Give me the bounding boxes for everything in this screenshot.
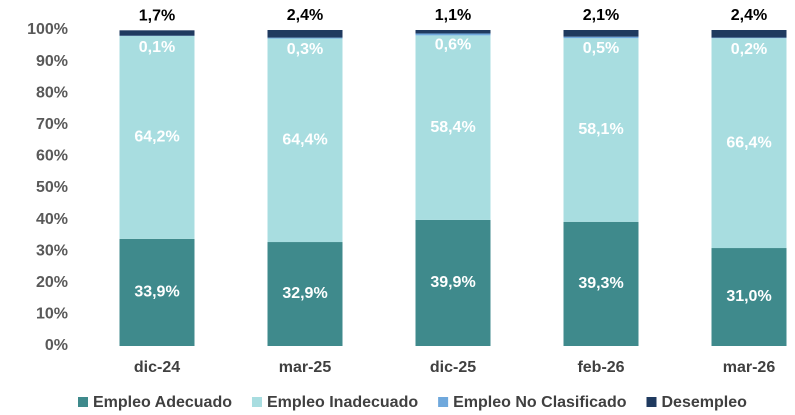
y-tick-label: 90% <box>36 53 68 70</box>
legend-label: Desempleo <box>662 394 748 411</box>
y-tick-label: 80% <box>36 84 68 101</box>
data-label: 39,3% <box>578 275 623 292</box>
x-tick-label: mar-26 <box>723 359 776 376</box>
bar-segment <box>415 30 491 34</box>
data-label: 64,2% <box>134 129 179 146</box>
data-label: 1,7% <box>139 8 175 25</box>
legend-swatch <box>78 397 88 407</box>
data-label: 33,9% <box>134 284 179 301</box>
data-label: 0,5% <box>583 40 619 57</box>
legend-label: Empleo Adecuado <box>93 394 232 411</box>
legend-swatch <box>646 397 657 407</box>
bar-segment <box>415 35 491 220</box>
y-tick-label: 100% <box>27 21 68 38</box>
data-label: 2,4% <box>287 7 323 24</box>
y-tick-label: 0% <box>45 337 68 354</box>
bar-segment <box>563 221 639 346</box>
bar-segment <box>415 33 491 36</box>
bar-segment <box>267 30 343 38</box>
data-label: 39,9% <box>430 274 475 291</box>
data-label: 1,1% <box>435 7 471 24</box>
data-label: 64,4% <box>282 132 327 149</box>
data-label: 0,3% <box>287 41 323 58</box>
data-label: 32,9% <box>282 285 327 302</box>
y-tick-label: 30% <box>36 242 68 259</box>
data-label: 2,4% <box>731 7 767 24</box>
y-tick-label: 60% <box>36 148 68 165</box>
y-tick-label: 10% <box>36 306 68 323</box>
bar-segment <box>711 30 787 38</box>
legend-swatch <box>438 397 449 407</box>
data-label: 0,6% <box>435 37 471 54</box>
bar-segment <box>119 238 195 346</box>
legend-label: Empleo No Clasificado <box>453 394 627 411</box>
bar-segment <box>711 37 787 39</box>
bar-segment <box>119 30 195 36</box>
data-label: 0,2% <box>731 41 767 58</box>
y-tick-label: 40% <box>36 211 68 228</box>
bar-segment <box>267 38 343 243</box>
data-label: 66,4% <box>726 134 771 151</box>
x-tick-label: feb-26 <box>577 359 624 376</box>
bar-segment <box>711 248 787 346</box>
bar-segment <box>119 36 195 239</box>
data-label: 58,4% <box>430 119 475 136</box>
bar-segment <box>563 38 639 222</box>
data-label: 31,0% <box>726 288 771 305</box>
bar-segment <box>415 219 491 346</box>
bar-segment <box>563 36 639 39</box>
data-label: 2,1% <box>583 7 619 24</box>
data-label: 58,1% <box>578 121 623 138</box>
y-tick-label: 50% <box>36 179 68 196</box>
bar-segment <box>563 30 639 37</box>
y-tick-label: 70% <box>36 116 68 133</box>
bar-segment <box>267 242 343 346</box>
data-label: 0,1% <box>139 39 175 56</box>
y-tick-label: 20% <box>36 274 68 291</box>
bar-segment <box>711 38 787 249</box>
x-tick-label: mar-25 <box>279 359 332 376</box>
legend-swatch <box>251 397 262 407</box>
x-tick-label: dic-25 <box>430 359 476 376</box>
bar-segment <box>267 37 343 39</box>
x-tick-label: dic-24 <box>134 359 180 376</box>
legend-label: Empleo Inadecuado <box>267 394 418 411</box>
